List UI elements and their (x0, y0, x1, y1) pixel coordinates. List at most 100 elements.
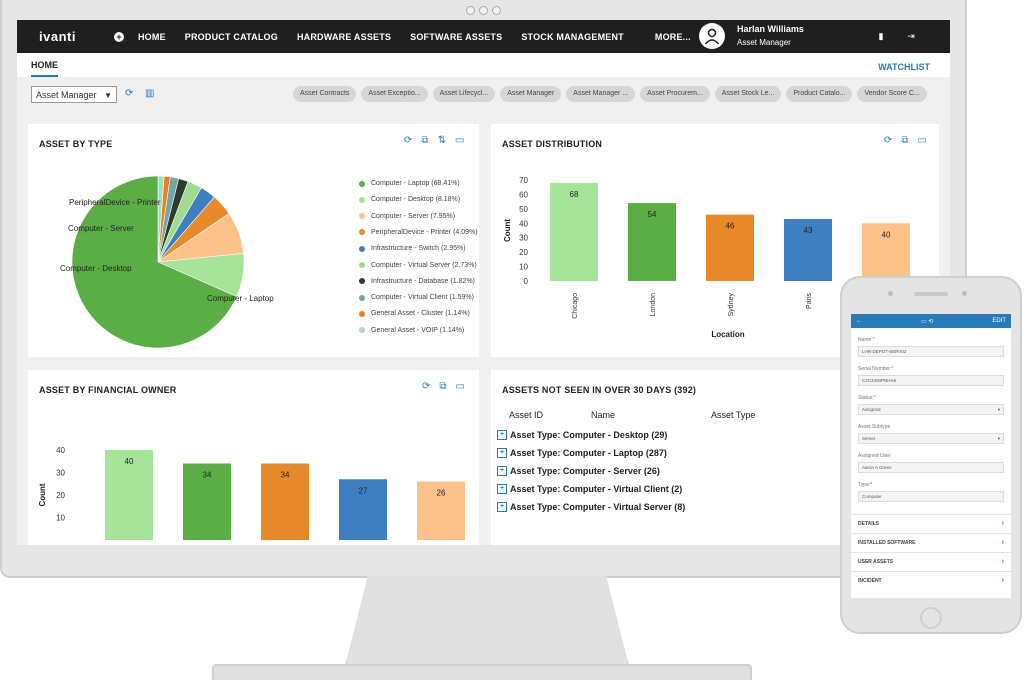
group-row[interactable]: + Asset Type: Computer - Laptop (287) (497, 448, 667, 458)
legend-item[interactable]: Computer - Virtual Server (2.73%) (359, 262, 477, 269)
refresh-icon[interactable]: ⟳ (422, 381, 431, 392)
role-select[interactable]: Asset Manager ▼ (31, 86, 117, 103)
legend-item[interactable]: PeripheralDevice - Printer (4.09%) (359, 229, 478, 236)
legend-label: General Asset - Cluster (1.14%) (371, 310, 470, 318)
mobile-section[interactable]: INSTALLED SOFTWARE › (851, 533, 1011, 552)
select-field[interactable]: Server ▾ (858, 433, 1004, 444)
export-icon[interactable]: ⧉ (901, 135, 909, 146)
bar[interactable] (417, 481, 465, 541)
expand-icon[interactable]: + (497, 430, 507, 440)
text-field[interactable]: C2C3400PNHA8 (858, 375, 1004, 386)
logout-icon[interactable]: ⇥ (907, 31, 915, 41)
legend-swatch (359, 310, 365, 317)
bar[interactable] (183, 463, 231, 541)
pill-asset-manager-2[interactable]: Asset Manager ... (566, 86, 636, 102)
notification-icon[interactable]: ▮ (878, 31, 884, 41)
pill-product-catalog[interactable]: Product Catalo... (786, 86, 853, 102)
expand-icon[interactable]: + (497, 466, 507, 476)
text-field[interactable]: Aaron A Green (858, 462, 1004, 473)
legend-swatch (359, 180, 365, 187)
maximize-icon[interactable]: ▭ (917, 135, 927, 146)
bar[interactable] (550, 182, 598, 281)
legend-label: General Asset - VOIP (1.14%) (371, 326, 465, 334)
pill-vendor-score[interactable]: Vendor Score C... (857, 86, 927, 102)
add-icon[interactable]: + (113, 31, 124, 42)
legend-item[interactable]: Computer - Desktop (8.18%) (359, 196, 460, 203)
group-row[interactable]: + Asset Type: Computer - Virtual Client (… (497, 484, 682, 494)
legend-item[interactable]: General Asset - Cluster (1.14%) (359, 310, 470, 317)
expand-icon[interactable]: + (497, 484, 507, 494)
text-field[interactable]: Computer (858, 491, 1004, 502)
column-name[interactable]: Name (591, 410, 616, 420)
sort-icon[interactable]: ⇅ (437, 135, 446, 146)
pill-asset-contracts[interactable]: Asset Contracts (293, 86, 357, 102)
bar[interactable] (784, 218, 832, 281)
edit-button[interactable]: EDIT (992, 318, 1006, 324)
pill-asset-exceptions[interactable]: Asset Exceptio... (361, 86, 428, 102)
pill-asset-stock[interactable]: Asset Stock Le... (714, 86, 782, 102)
legend-item[interactable]: Computer - Server (7.95%) (359, 213, 455, 220)
x-tick-label: Sydney (728, 293, 735, 317)
mobile-section[interactable]: USER ASSETS › (851, 552, 1011, 571)
bar[interactable] (261, 463, 309, 541)
bar[interactable] (862, 223, 910, 281)
top-nav-bar: ivanti + HOME PRODUCT CATALOG HARDWARE A… (17, 20, 950, 53)
refresh-icon[interactable]: ⟳ (884, 135, 893, 146)
export-icon[interactable]: ⧉ (439, 381, 447, 392)
mobile-section[interactable]: DETAILS › (851, 514, 1011, 533)
group-row[interactable]: + Asset Type: Computer - Virtual Server (… (497, 502, 685, 512)
ivanti-logo[interactable]: ivanti (39, 29, 76, 44)
field-label: Assigned User (858, 453, 891, 459)
legend-item[interactable]: Computer - Virtual Client (1.59%) (359, 294, 474, 301)
legend-label: Computer - Virtual Client (1.59%) (371, 294, 474, 302)
bar[interactable] (105, 450, 153, 540)
pill-asset-lifecycle[interactable]: Asset Lifecycl... (432, 86, 496, 102)
column-asset-type[interactable]: Asset Type (711, 410, 756, 420)
refresh-icon[interactable]: ⟳ (404, 135, 413, 146)
phone-sensor (962, 291, 967, 296)
mobile-section[interactable]: INCIDENT › (851, 571, 1011, 590)
pie-slice[interactable] (71, 175, 238, 349)
legend-item[interactable]: Infrastructure - Switch (2.95%) (359, 245, 466, 252)
section-label: USER ASSETS (858, 559, 894, 565)
bar[interactable] (628, 203, 676, 281)
pill-asset-manager[interactable]: Asset Manager (500, 86, 562, 102)
watchlist-link[interactable]: WATCHLIST (878, 62, 930, 72)
expand-icon[interactable]: + (497, 448, 507, 458)
pill-asset-procurement[interactable]: Asset Procurem... (640, 86, 710, 102)
bar[interactable] (706, 214, 754, 281)
back-arrow-icon[interactable]: ← (856, 318, 862, 324)
nav-stock-management[interactable]: STOCK MANAGEMENT (521, 31, 624, 42)
nav-software-assets[interactable]: SOFTWARE ASSETS (410, 31, 503, 42)
text-field[interactable]: LHR-DEPOT-SERV02 (858, 346, 1004, 357)
export-icon[interactable]: ⧉ (421, 135, 429, 146)
group-row[interactable]: + Asset Type: Computer - Desktop (29) (497, 430, 667, 440)
user-menu[interactable]: Harlan Williams Asset Manager (699, 22, 804, 50)
group-row[interactable]: + Asset Type: Computer - Server (26) (497, 466, 660, 476)
filter-row: Asset Manager ▼ ⟳ ▥ Asset Contracts Asse… (17, 77, 950, 109)
bar[interactable] (339, 479, 387, 540)
field-label: Name:* (858, 337, 875, 343)
legend-item[interactable]: Computer - Laptop (68.41%) (359, 180, 460, 187)
maximize-icon[interactable]: ▭ (454, 135, 465, 146)
tab-home[interactable]: HOME (31, 60, 58, 77)
field-label: Asset Subtype (858, 424, 891, 430)
phone-home-button[interactable] (920, 607, 942, 629)
maximize-icon[interactable]: ▭ (455, 381, 465, 392)
legend-item[interactable]: General Asset - VOIP (1.14%) (359, 327, 464, 334)
avatar[interactable] (699, 23, 725, 49)
legend-item[interactable]: Infrastructure - Database (1.82%) (359, 278, 475, 285)
y-tick-label: 0 (524, 277, 529, 286)
legend-swatch (359, 327, 365, 334)
nav-hardware-assets[interactable]: HARDWARE ASSETS (296, 31, 392, 42)
legend-swatch (359, 196, 365, 203)
nav-product-catalog[interactable]: PRODUCT CATALOG (184, 31, 278, 42)
select-field[interactable]: Assigned ▾ (858, 404, 1004, 415)
bar-data-label: 54 (648, 210, 657, 219)
refresh-icon[interactable]: ⟳ (125, 88, 134, 99)
nav-more[interactable]: MORE... (654, 31, 691, 42)
layout-icon[interactable]: ▥ (145, 88, 155, 99)
nav-home[interactable]: HOME (137, 31, 166, 42)
column-asset-id[interactable]: Asset ID (509, 410, 544, 420)
expand-icon[interactable]: + (497, 502, 507, 512)
